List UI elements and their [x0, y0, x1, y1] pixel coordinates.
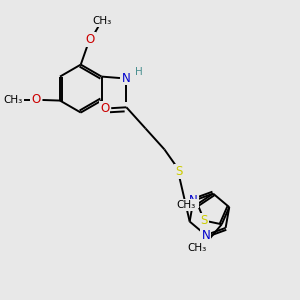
- Text: CH₃: CH₃: [177, 200, 196, 210]
- Text: N: N: [189, 194, 198, 207]
- Text: N: N: [122, 71, 131, 85]
- Text: CH₃: CH₃: [92, 16, 111, 26]
- Text: S: S: [201, 214, 208, 227]
- Text: O: O: [86, 33, 95, 46]
- Text: H: H: [135, 67, 142, 76]
- Text: S: S: [175, 165, 182, 178]
- Text: CH₃: CH₃: [4, 95, 23, 105]
- Text: O: O: [32, 94, 40, 106]
- Text: CH₃: CH₃: [188, 243, 207, 253]
- Text: N: N: [201, 229, 210, 242]
- Text: O: O: [100, 102, 110, 115]
